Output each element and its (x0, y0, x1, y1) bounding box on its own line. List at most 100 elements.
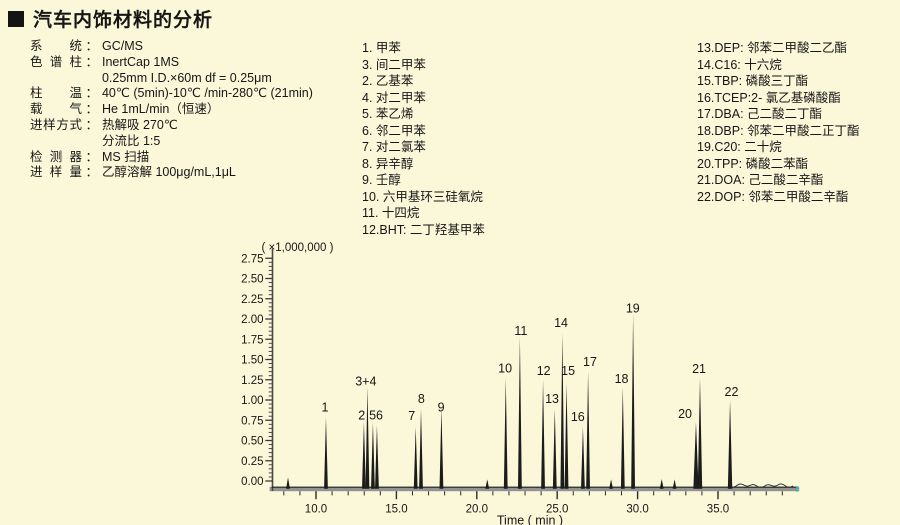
peak-label-2: 2 (358, 408, 365, 422)
peak-label-17: 17 (583, 355, 597, 369)
condition-row: 柱温 ： 40℃ (5min)-10℃ /min-280℃ (21min) (30, 86, 313, 102)
condition-colon: ： (85, 102, 98, 117)
page-title: 汽车内饰材料的分析 (33, 10, 214, 31)
compound-list-1-12: 1. 甲苯 3. 间二甲苯 2. 乙基苯 4. 对二甲苯 5. 苯乙烯 6. 邻二甲苯 7.… (362, 40, 485, 238)
condition-row: 0.25mm I.D.×60m df = 0.25μm (30, 71, 313, 87)
compound-list-item: 19.C20: 二十烷 (697, 140, 782, 154)
peak-label-15: 15 (561, 364, 575, 378)
analysis-conditions: 系统 ： GC/MS 色谱柱 ： InertCap 1MS 0.25mm I.D… (30, 39, 313, 181)
compound-list-item: 5. 苯乙烯 (362, 107, 414, 121)
y-tick-label: 0.75 (241, 415, 263, 427)
peak-label-8: 8 (418, 392, 425, 406)
condition-label: 载气 (30, 102, 82, 117)
peak-8 (419, 408, 423, 489)
compound-list-item: 12.BHT: 二丁羟基甲苯 (362, 222, 485, 237)
compound-list-item: 22.DOP: 邻苯二甲酸二辛酯 (697, 189, 849, 204)
y-tick-label: 1.50 (241, 355, 263, 367)
peak-label-19: 19 (626, 301, 640, 315)
peak-21 (697, 378, 703, 489)
condition-row: 进样方式 ： 热解吸 270℃ (30, 118, 313, 134)
peak-label-20: 20 (678, 407, 692, 421)
compound-list-item: 7. 对二氯苯 (362, 140, 426, 154)
peak-label-3+4: 3+4 (355, 374, 376, 388)
peak-label-12: 12 (537, 364, 551, 378)
baseline-blip (672, 479, 677, 489)
x-tick-label: 20.0 (466, 504, 488, 516)
peak-5 (371, 422, 375, 489)
peak-7 (413, 426, 418, 489)
x-tick-label: 30.0 (626, 504, 648, 516)
compound-list-item: 13.DEP: 邻苯二甲酸二乙酯 (697, 41, 848, 55)
condition-value: 热解吸 270℃ (101, 117, 178, 132)
compound-list-item: 8. 异辛醇 (362, 156, 414, 171)
title-bullet-icon (8, 10, 24, 27)
compound-list-item: 6. 邻二甲苯 (362, 123, 426, 138)
compound-list-item: 14.C16: 十六烷 (697, 57, 782, 72)
condition-value: 乙醇溶解 100μg/mL,1μL (101, 165, 236, 180)
peak-11 (517, 336, 522, 489)
peak-14 (560, 332, 565, 489)
peak-label-16: 16 (571, 410, 585, 424)
compound-list-item: 9. 壬醇 (362, 173, 401, 187)
peak-label-9: 9 (438, 400, 445, 414)
peak-2 (362, 421, 366, 489)
peak-label-7: 7 (408, 409, 415, 423)
peak-label-13: 13 (545, 392, 559, 406)
condition-value: 0.25mm I.D.×60m df = 0.25μm (101, 70, 272, 85)
y-tick-label: 2.75 (241, 253, 263, 265)
compound-list-item: 3. 间二甲苯 (362, 57, 426, 72)
condition-value: MS 扫描 (101, 149, 150, 164)
y-tick-label: 0.25 (241, 456, 263, 468)
condition-label: 进样方式 (30, 117, 82, 132)
condition-colon: ： (85, 54, 98, 69)
peak-label-18: 18 (615, 372, 629, 386)
peak-18 (620, 387, 625, 489)
condition-row: 系统 ： GC/MS (30, 39, 313, 55)
peak-10 (503, 378, 508, 489)
compound-list-item: 1. 甲苯 (362, 41, 401, 55)
compound-list-item: 20.TPP: 磷酸二苯酯 (697, 156, 809, 171)
baseline-noise (733, 483, 794, 488)
y-tick-label: 2.50 (241, 274, 263, 286)
peak-label-14: 14 (554, 316, 568, 330)
peak-9 (439, 408, 444, 489)
condition-colon: ： (85, 117, 98, 132)
peak-label-21: 21 (692, 362, 706, 376)
y-tick-label: 1.25 (241, 375, 263, 387)
compound-list-item: 18.DBP: 邻苯二甲酸二正丁酯 (697, 123, 860, 138)
peak-17 (586, 371, 590, 489)
condition-colon: ： (85, 39, 98, 53)
condition-label: 柱温 (30, 86, 82, 101)
y-tick-label: 1.00 (241, 395, 263, 407)
x-tick-label: 15.0 (385, 504, 407, 516)
compound-list-item: 15.TBP: 磷酸三丁酯 (697, 74, 809, 88)
x-axis-bar (269, 486, 800, 492)
peak-20 (693, 421, 699, 489)
baseline-blip (286, 477, 290, 489)
condition-row: 检测器 ： MS 扫描 (30, 150, 313, 166)
peak-label-22: 22 (725, 385, 739, 399)
compound-list-item: 2. 乙基苯 (362, 74, 414, 88)
y-scale-note: ( ×1,000,000 ) (262, 242, 334, 254)
peak-6 (375, 425, 379, 489)
x-tick-label: 35.0 (707, 504, 729, 516)
condition-colon: ： (85, 165, 98, 180)
peak-13 (552, 408, 557, 489)
baseline-blip (485, 479, 490, 489)
y-tick-label: 1.75 (241, 334, 263, 346)
compound-list-item: 10. 六甲基环三硅氧烷 (362, 189, 483, 204)
compound-list-item: 16.TCEP:2- 氯乙基磷酸酯 (697, 90, 841, 105)
peak-3+4 (365, 387, 370, 489)
condition-value: He 1mL/min（恒速） (101, 102, 220, 117)
condition-value: GC/MS (101, 39, 143, 53)
compound-list-13-22: 13.DEP: 邻苯二甲酸二乙酯 14.C16: 十六烷 15.TBP: 磷酸三丁酯… (697, 40, 860, 205)
condition-label: 色谱柱 (30, 54, 82, 69)
condition-colon: ： (85, 86, 98, 101)
compound-list-item: 4. 对二甲苯 (362, 90, 426, 105)
condition-row: 色谱柱 ： InertCap 1MS (30, 55, 313, 71)
peak-label-5: 5 (369, 408, 376, 422)
condition-colon: ： (85, 149, 98, 164)
baseline-blip (609, 479, 613, 489)
condition-value: InertCap 1MS (101, 54, 180, 69)
y-tick-label: 0.50 (241, 436, 263, 448)
